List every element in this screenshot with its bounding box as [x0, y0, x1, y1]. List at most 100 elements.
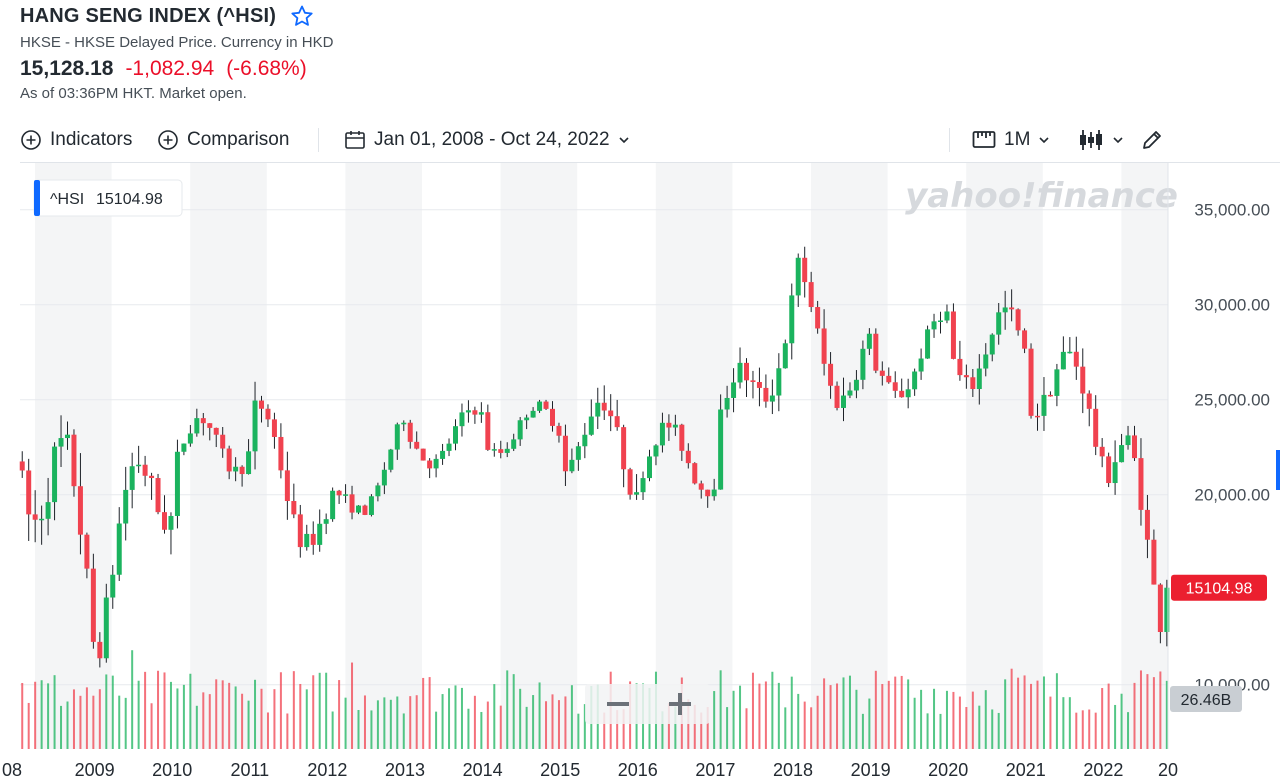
candle-body[interactable]	[52, 446, 58, 503]
candle-body[interactable]	[517, 420, 523, 440]
candle-body[interactable]	[963, 375, 969, 378]
zoom-in-button[interactable]	[651, 688, 703, 720]
candle-body[interactable]	[679, 424, 685, 451]
candle-body[interactable]	[478, 412, 484, 415]
candle-body[interactable]	[388, 449, 394, 470]
candle-body[interactable]	[789, 295, 795, 344]
candle-body[interactable]	[323, 519, 329, 524]
candle-body[interactable]	[659, 422, 665, 446]
candle-body[interactable]	[349, 494, 355, 513]
candle-body[interactable]	[912, 371, 918, 390]
candle-body[interactable]	[672, 424, 678, 428]
candle-body[interactable]	[711, 489, 717, 497]
candle-body[interactable]	[537, 401, 543, 411]
candle-body[interactable]	[1125, 435, 1131, 446]
candle-body[interactable]	[213, 427, 219, 435]
candle-body[interactable]	[1112, 462, 1118, 484]
candle-body[interactable]	[246, 451, 252, 475]
candle-body[interactable]	[899, 390, 905, 398]
candle-body[interactable]	[1060, 351, 1066, 370]
candle-body[interactable]	[459, 412, 465, 427]
candle-body[interactable]	[129, 466, 135, 490]
candle-body[interactable]	[1054, 369, 1060, 396]
candle-body[interactable]	[860, 348, 866, 380]
candle-body[interactable]	[769, 395, 775, 402]
candle-body[interactable]	[1144, 509, 1150, 540]
candle-body[interactable]	[291, 501, 297, 515]
candle-body[interactable]	[627, 469, 633, 495]
chart-type-selector[interactable]	[1078, 124, 1124, 156]
candle-body[interactable]	[77, 486, 83, 535]
candle-body[interactable]	[330, 490, 336, 520]
candle-body[interactable]	[498, 449, 504, 453]
candle-body[interactable]	[207, 423, 213, 428]
candle-body[interactable]	[1041, 394, 1047, 416]
candle-body[interactable]	[136, 464, 142, 467]
star-icon[interactable]	[290, 4, 314, 28]
candle-body[interactable]	[925, 329, 931, 359]
candle-body[interactable]	[1157, 584, 1163, 633]
candle-body[interactable]	[233, 466, 239, 472]
candle-body[interactable]	[465, 410, 471, 413]
candle-body[interactable]	[841, 395, 846, 408]
candle-body[interactable]	[84, 534, 90, 569]
candle-body[interactable]	[601, 402, 607, 411]
candle-body[interactable]	[440, 450, 446, 459]
candle-body[interactable]	[271, 419, 277, 437]
candle-body[interactable]	[401, 422, 407, 425]
candle-body[interactable]	[905, 389, 911, 398]
candle-body[interactable]	[1138, 458, 1144, 510]
candle-body[interactable]	[989, 334, 995, 355]
comparison-button[interactable]: Comparison	[157, 124, 289, 156]
candle-body[interactable]	[200, 418, 206, 424]
candle-body[interactable]	[562, 435, 568, 472]
candle-body[interactable]	[162, 512, 167, 530]
candle-body[interactable]	[1086, 393, 1092, 409]
indicators-button[interactable]: Indicators	[20, 124, 132, 156]
candle-body[interactable]	[420, 448, 426, 461]
interval-selector[interactable]: 1M	[972, 124, 1050, 156]
candle-body[interactable]	[375, 485, 381, 497]
candle-body[interactable]	[918, 358, 924, 372]
candle-body[interactable]	[19, 461, 25, 471]
candle-body[interactable]	[1015, 309, 1021, 331]
candle-body[interactable]	[1132, 435, 1137, 459]
date-range-selector[interactable]: Jan 01, 2008 - Oct 24, 2022	[344, 124, 630, 156]
candle-body[interactable]	[168, 515, 174, 530]
candle-body[interactable]	[1106, 456, 1112, 484]
candle-body[interactable]	[220, 434, 226, 449]
candle-body[interactable]	[252, 400, 258, 452]
candle-body[interactable]	[782, 343, 788, 369]
candle-body[interactable]	[569, 459, 575, 472]
candle-body[interactable]	[446, 443, 452, 451]
candle-body[interactable]	[239, 466, 245, 475]
candle-body[interactable]	[595, 402, 601, 417]
candle-body[interactable]	[575, 446, 581, 460]
candle-body[interactable]	[1080, 366, 1086, 394]
candle-body[interactable]	[511, 439, 517, 449]
candle-body[interactable]	[174, 451, 180, 516]
candle-body[interactable]	[265, 408, 271, 420]
candle-body[interactable]	[39, 518, 45, 521]
candle-body[interactable]	[317, 523, 323, 545]
draw-button[interactable]	[1140, 124, 1164, 156]
candle-body[interactable]	[407, 422, 413, 442]
candle-body[interactable]	[621, 427, 627, 470]
candle-body[interactable]	[931, 321, 937, 330]
candle-body[interactable]	[97, 641, 103, 659]
candle-body[interactable]	[142, 464, 148, 476]
candle-body[interactable]	[304, 533, 310, 548]
candle-body[interactable]	[343, 494, 349, 496]
candle-body[interactable]	[950, 311, 956, 359]
candle-body[interactable]	[485, 412, 491, 450]
candle-body[interactable]	[1022, 330, 1028, 349]
candle-body[interactable]	[123, 489, 129, 524]
candle-body[interactable]	[957, 358, 963, 376]
candle-body[interactable]	[472, 410, 478, 415]
candle-body[interactable]	[453, 426, 458, 444]
candle-body[interactable]	[32, 514, 38, 520]
candle-body[interactable]	[543, 401, 549, 409]
candle-body[interactable]	[1002, 307, 1008, 313]
candle-body[interactable]	[550, 408, 555, 426]
candle-body[interactable]	[776, 368, 782, 396]
